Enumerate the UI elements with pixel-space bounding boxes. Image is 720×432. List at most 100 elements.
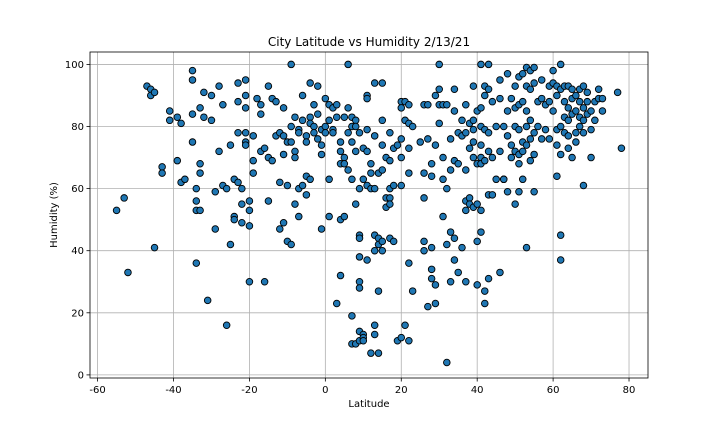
data-point [317, 225, 326, 233]
data-point [253, 94, 261, 103]
data-point [481, 91, 489, 100]
data-point [450, 256, 459, 264]
data-point [446, 166, 455, 174]
data-point [241, 91, 250, 100]
data-point [397, 104, 406, 112]
data-point [598, 94, 607, 103]
data-point [405, 144, 413, 152]
data-point [488, 191, 497, 199]
data-point [340, 212, 349, 221]
plot-background [90, 52, 648, 378]
data-point [515, 125, 523, 134]
data-point [245, 206, 254, 215]
data-point [238, 200, 246, 208]
data-point [234, 178, 242, 187]
data-point [370, 330, 379, 339]
data-point [507, 94, 516, 103]
data-point [260, 144, 269, 152]
data-point [351, 200, 360, 208]
data-point [196, 206, 204, 215]
data-point [462, 128, 470, 137]
data-points [112, 60, 626, 367]
data-point [355, 128, 364, 137]
data-point [188, 110, 197, 118]
data-point [279, 150, 288, 159]
data-point [234, 97, 242, 106]
data-point [370, 132, 379, 140]
data-point [511, 82, 519, 90]
data-point [165, 116, 174, 125]
data-point [150, 88, 159, 97]
data-point [397, 153, 406, 162]
data-point [226, 141, 235, 149]
data-point [241, 141, 250, 149]
data-point [500, 122, 508, 131]
grid-lines [90, 52, 648, 378]
data-point [325, 175, 333, 184]
data-point [556, 122, 565, 131]
data-point [484, 147, 493, 156]
data-point [234, 128, 242, 137]
data-point [348, 138, 356, 146]
data-point [302, 138, 311, 146]
data-point [222, 184, 231, 193]
data-point [355, 284, 364, 292]
data-point [439, 212, 447, 221]
y-tick-label: 60 [71, 184, 84, 195]
data-point [340, 113, 349, 121]
data-point [344, 60, 352, 69]
data-point [587, 125, 595, 134]
data-point [507, 141, 516, 149]
data-point [587, 153, 595, 162]
y-tick-label: 100 [65, 60, 84, 71]
data-point [503, 69, 512, 78]
data-point [492, 122, 500, 131]
data-point [344, 128, 352, 137]
data-point [420, 169, 428, 177]
data-point [120, 194, 128, 202]
data-point [249, 156, 257, 165]
x-axis-ticks: -60 -40 -20 0 20 40 60 80 [89, 378, 635, 396]
data-point [427, 243, 436, 252]
data-point [192, 184, 201, 193]
data-point [355, 253, 364, 261]
data-point [211, 225, 220, 233]
data-point [192, 197, 201, 205]
data-point [579, 128, 588, 137]
data-point [462, 166, 470, 174]
data-point [374, 287, 383, 295]
data-point [496, 76, 504, 84]
data-point [196, 160, 204, 168]
data-point [443, 184, 451, 193]
data-point [336, 147, 345, 156]
data-point [332, 299, 341, 308]
data-point [579, 181, 588, 190]
data-point [367, 160, 375, 168]
data-point [351, 116, 360, 125]
data-point [405, 169, 413, 177]
data-point [363, 256, 371, 264]
data-point [173, 156, 182, 165]
data-point [484, 274, 493, 283]
data-point [553, 141, 561, 149]
data-point [473, 237, 481, 246]
data-point [435, 119, 443, 128]
data-point [427, 265, 436, 274]
data-point [545, 97, 554, 106]
data-point [526, 116, 535, 125]
data-point [416, 138, 424, 146]
data-point [598, 107, 607, 115]
data-point [564, 116, 573, 125]
data-point [526, 156, 535, 165]
data-point [575, 97, 584, 106]
data-point [378, 166, 387, 174]
data-point [530, 63, 538, 72]
data-point [222, 321, 231, 329]
data-point [238, 219, 246, 227]
data-point [488, 97, 497, 106]
data-point [370, 79, 379, 87]
data-point [484, 60, 493, 69]
x-tick-label: 20 [395, 385, 408, 396]
data-point [397, 135, 406, 143]
data-point [435, 60, 443, 69]
